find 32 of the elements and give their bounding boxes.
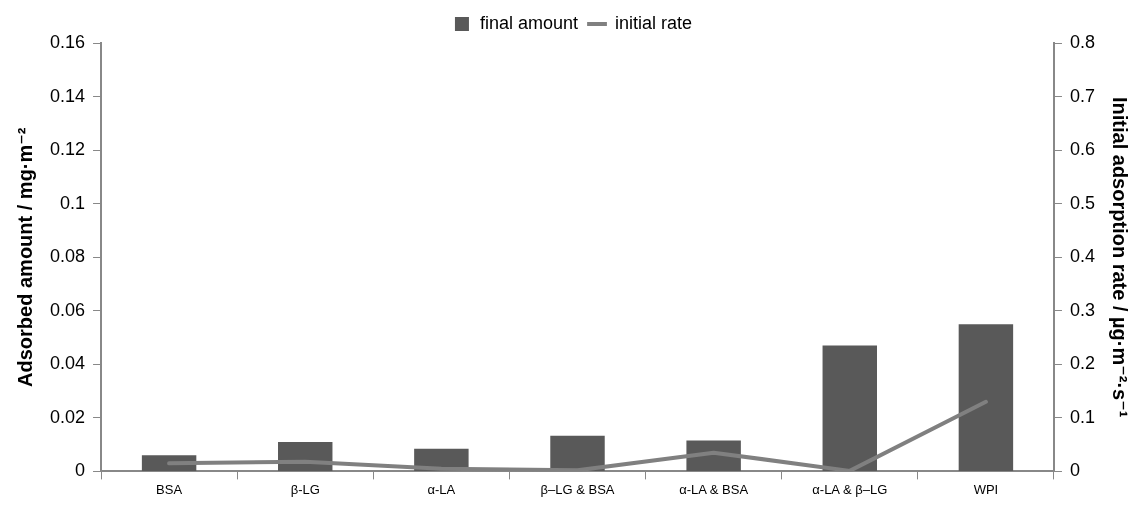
y-tick-label: 0 [75, 460, 86, 481]
y-tick-label: 0.06 [49, 299, 86, 320]
x-tick-label: BSA [156, 481, 183, 497]
x-tick-label: α-LA & BSA [679, 481, 749, 497]
y2-tick-label: 0.2 [1069, 353, 1096, 374]
y2-tick-label: 0.4 [1069, 246, 1096, 267]
y2-tick-label: 0.1 [1069, 406, 1096, 427]
y2-tick-label: 0.3 [1069, 299, 1096, 320]
y2-axis-title: Initial adsorption rate / µg·m⁻²·s⁻¹ [1109, 96, 1132, 418]
y-tick-label: 0.1 [60, 192, 86, 213]
x-tick-label: α-LA [427, 481, 456, 497]
legend-label: initial rate [615, 12, 693, 33]
y-tick-label: 0.04 [49, 353, 86, 374]
bar [958, 324, 1014, 471]
legend-label: final amount [479, 12, 579, 33]
y-tick-label: 0.16 [49, 31, 86, 52]
x-tick-label: WPI [973, 481, 999, 497]
y2-tick-label: 0.5 [1069, 192, 1096, 213]
y2-tick-label: 0 [1069, 460, 1080, 481]
y-tick-label: 0.02 [49, 406, 86, 427]
y2-tick-label: 0.8 [1069, 31, 1096, 52]
x-tick-label: β-LG [290, 481, 320, 497]
y2-tick-label: 0.6 [1069, 139, 1096, 160]
y2-tick-label: 0.7 [1069, 85, 1096, 106]
y-tick-label: 0.14 [49, 85, 86, 106]
x-tick-label: β–LG & BSA [540, 481, 615, 497]
y-tick-label: 0.08 [49, 246, 86, 267]
bar [822, 345, 877, 471]
x-tick-label: α-LA & β–LG [812, 481, 888, 497]
y-tick-label: 0.12 [49, 139, 86, 160]
bar [550, 435, 605, 471]
y-axis-title: Adsorbed amount / mg·m⁻² [13, 127, 36, 387]
